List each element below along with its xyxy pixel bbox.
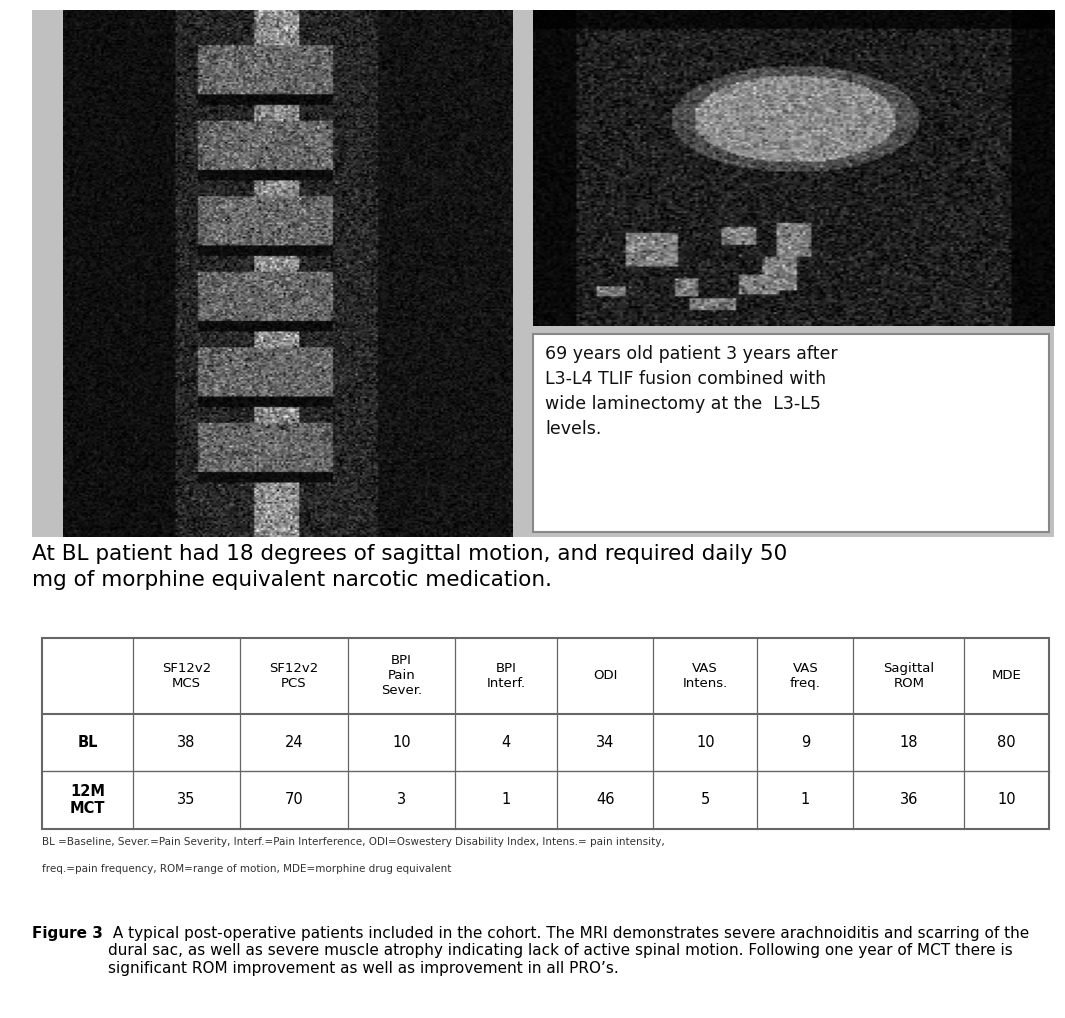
Text: Figure 3: Figure 3 <box>32 925 103 941</box>
Text: 35: 35 <box>177 792 196 807</box>
Text: 80: 80 <box>998 735 1016 750</box>
Text: 9: 9 <box>801 735 810 750</box>
Text: 10: 10 <box>392 735 411 750</box>
Text: VAS
freq.: VAS freq. <box>790 662 821 690</box>
Text: 38: 38 <box>177 735 196 750</box>
Text: SF12v2
PCS: SF12v2 PCS <box>269 662 318 690</box>
Text: 10: 10 <box>695 735 715 750</box>
Text: MDE: MDE <box>992 669 1021 682</box>
Text: 1: 1 <box>502 792 511 807</box>
Text: 24: 24 <box>284 735 304 750</box>
Text: 12M
MCT: 12M MCT <box>69 784 105 816</box>
Text: 10: 10 <box>998 792 1016 807</box>
FancyBboxPatch shape <box>532 334 1049 531</box>
Text: 1: 1 <box>801 792 810 807</box>
Text: BL =Baseline, Sever.=Pain Severity, Interf.=Pain Interference, ODI=Oswestery Dis: BL =Baseline, Sever.=Pain Severity, Inte… <box>43 838 665 847</box>
Text: ODI: ODI <box>593 669 618 682</box>
Text: 70: 70 <box>284 792 304 807</box>
Text: 46: 46 <box>595 792 615 807</box>
Text: BPI
Interf.: BPI Interf. <box>487 662 526 690</box>
Text: A typical post-operative patients included in the cohort. The MRI demonstrates s: A typical post-operative patients includ… <box>108 925 1029 975</box>
Text: 36: 36 <box>900 792 918 807</box>
Text: 18: 18 <box>900 735 918 750</box>
Text: freq.=pain frequency, ROM=range of motion, MDE=morphine drug equivalent: freq.=pain frequency, ROM=range of motio… <box>43 864 452 873</box>
Text: 4: 4 <box>502 735 511 750</box>
Text: 69 years old patient 3 years after
L3-L4 TLIF fusion combined with
wide laminect: 69 years old patient 3 years after L3-L4… <box>545 345 838 438</box>
Text: VAS
Intens.: VAS Intens. <box>683 662 727 690</box>
Text: At BL patient had 18 degrees of sagittal motion, and required daily 50
mg of mor: At BL patient had 18 degrees of sagittal… <box>32 544 787 590</box>
Text: 34: 34 <box>596 735 615 750</box>
Text: 5: 5 <box>701 792 710 807</box>
Text: SF12v2
MCS: SF12v2 MCS <box>162 662 211 690</box>
Text: BL: BL <box>77 735 98 750</box>
Bar <box>43 637 1049 829</box>
Text: BPI
Pain
Sever.: BPI Pain Sever. <box>381 655 422 697</box>
Text: Sagittal
ROM: Sagittal ROM <box>883 662 934 690</box>
Text: 3: 3 <box>397 792 406 807</box>
